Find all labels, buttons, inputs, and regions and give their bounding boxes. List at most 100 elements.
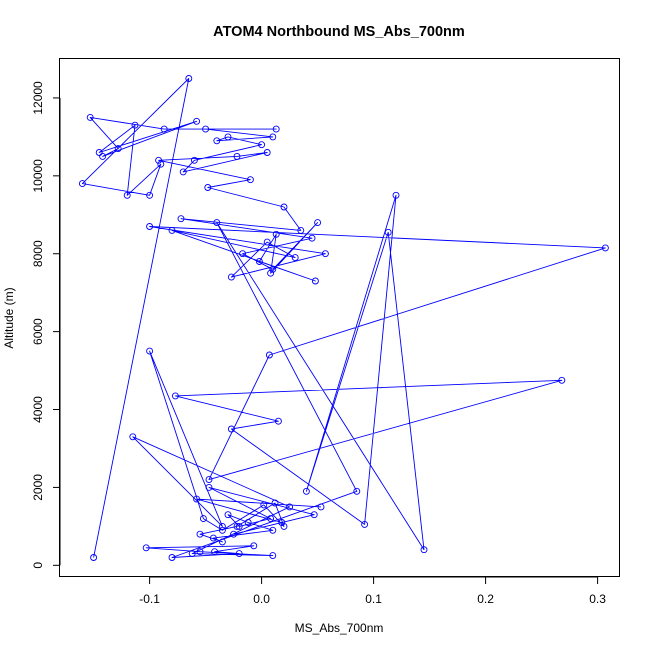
data-point	[353, 487, 361, 495]
data-point	[271, 499, 279, 507]
data-point	[114, 145, 122, 153]
data-point	[269, 526, 277, 534]
data-point	[233, 152, 241, 160]
data-point	[193, 117, 201, 125]
data-point	[239, 250, 247, 258]
data-point	[218, 522, 226, 530]
data-point	[265, 351, 273, 359]
data-point	[278, 519, 286, 526]
data-point	[269, 265, 277, 273]
data-point	[168, 554, 176, 561]
x-tick-label: 0.3	[589, 592, 606, 606]
data-point	[250, 542, 258, 550]
data-point	[361, 520, 369, 528]
data-point	[263, 149, 271, 156]
data-point	[196, 548, 204, 556]
x-tick-label: 0.2	[477, 592, 494, 606]
data-point	[235, 550, 243, 558]
data-point	[280, 203, 288, 211]
data-point	[218, 526, 226, 534]
data-point	[99, 152, 107, 160]
data-point	[160, 125, 168, 133]
data-point	[227, 273, 235, 281]
data-point	[263, 238, 271, 246]
data-point	[190, 156, 198, 164]
data-point	[205, 483, 213, 491]
data-point	[227, 425, 235, 433]
data-point	[196, 530, 204, 538]
data-point	[302, 487, 310, 495]
data-point	[297, 226, 305, 234]
x-tick-label: 0.0	[253, 592, 270, 606]
data-point	[224, 511, 232, 519]
data-point	[193, 495, 201, 503]
data-point	[218, 538, 226, 546]
data-point	[185, 75, 193, 82]
data-point	[310, 511, 318, 519]
y-axis: 0 2000 4000 6000 8000 10000 12000	[31, 81, 61, 569]
data-point	[211, 548, 219, 556]
data-point	[213, 137, 221, 145]
data-point	[155, 156, 163, 164]
data-point	[558, 376, 566, 384]
data-point	[213, 219, 221, 227]
y-tick-label: 4000	[31, 396, 45, 423]
data-point	[131, 121, 139, 129]
data-point	[179, 168, 187, 176]
data-point	[308, 234, 316, 242]
data-point	[171, 392, 179, 400]
series-layer	[78, 75, 609, 561]
data-point	[90, 554, 98, 561]
y-tick-label: 8000	[31, 240, 45, 267]
data-point	[95, 149, 103, 156]
data-point	[274, 417, 282, 425]
data-point	[142, 544, 150, 552]
data-point	[321, 250, 329, 258]
data-point	[392, 191, 400, 199]
data-point	[204, 184, 212, 191]
data-point	[267, 515, 275, 523]
data-point	[146, 347, 154, 355]
data-point	[157, 160, 165, 168]
y-tick-label: 6000	[31, 318, 45, 345]
data-point	[420, 546, 428, 554]
y-tick-label: 12000	[31, 81, 45, 115]
x-tick-label: 0.1	[365, 592, 382, 606]
data-point	[286, 503, 294, 511]
y-tick-label: 10000	[31, 159, 45, 193]
data-point	[246, 176, 254, 184]
data-point	[224, 133, 232, 141]
data-point	[267, 269, 275, 277]
data-point	[244, 519, 252, 526]
data-point	[123, 191, 131, 199]
data-point	[177, 215, 185, 223]
data-point	[314, 219, 322, 227]
data-point	[291, 254, 299, 262]
data-point	[269, 552, 277, 560]
y-tick-label: 2000	[31, 474, 45, 501]
y-axis-label: Altitude (m)	[2, 287, 16, 348]
data-point	[86, 113, 94, 121]
series-line	[81, 78, 606, 558]
data-point	[209, 534, 217, 542]
data-point	[258, 141, 266, 149]
data-point	[199, 515, 207, 523]
data-point	[272, 230, 280, 238]
data-point	[317, 503, 325, 511]
data-point	[260, 501, 268, 509]
x-axis: -0.1 0.0 0.1 0.2 0.3	[139, 576, 606, 606]
data-point	[280, 522, 288, 530]
y-tick-label: 0	[31, 562, 45, 569]
x-axis-label: MS_Abs_700nm	[295, 621, 384, 635]
data-point	[168, 226, 176, 234]
data-point	[269, 133, 277, 141]
data-point	[311, 277, 319, 285]
data-point	[272, 125, 280, 133]
data-point	[146, 223, 154, 230]
data-point	[205, 476, 213, 484]
data-point	[230, 530, 238, 538]
data-point	[188, 550, 196, 558]
